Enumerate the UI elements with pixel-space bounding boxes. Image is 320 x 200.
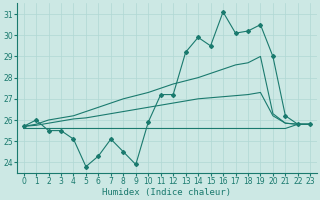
X-axis label: Humidex (Indice chaleur): Humidex (Indice chaleur) bbox=[102, 188, 231, 197]
